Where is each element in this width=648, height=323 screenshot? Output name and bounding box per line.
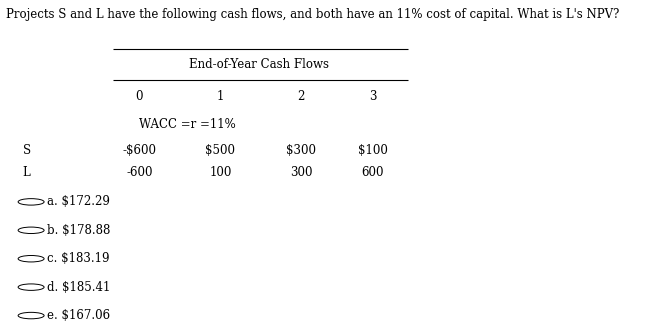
Text: e. $167.06: e. $167.06 [47, 309, 110, 322]
Text: $100: $100 [358, 144, 388, 157]
Text: 0: 0 [135, 90, 143, 103]
Text: a. $172.29: a. $172.29 [47, 195, 110, 208]
Text: 100: 100 [209, 166, 231, 179]
Text: c. $183.19: c. $183.19 [47, 252, 110, 265]
Text: L: L [23, 166, 30, 179]
Text: 600: 600 [362, 166, 384, 179]
Text: 3: 3 [369, 90, 376, 103]
Text: -$600: -$600 [122, 144, 156, 157]
Text: 2: 2 [297, 90, 305, 103]
Text: Projects S and L have the following cash flows, and both have an 11% cost of cap: Projects S and L have the following cash… [6, 8, 620, 21]
Text: WACC =r =11%: WACC =r =11% [139, 118, 236, 131]
Text: d. $185.41: d. $185.41 [47, 281, 111, 294]
Text: -600: -600 [126, 166, 152, 179]
Text: 300: 300 [290, 166, 312, 179]
Text: b. $178.88: b. $178.88 [47, 224, 111, 237]
Text: 1: 1 [216, 90, 224, 103]
Text: $300: $300 [286, 144, 316, 157]
Text: $500: $500 [205, 144, 235, 157]
Text: End-of-Year Cash Flows: End-of-Year Cash Flows [189, 58, 329, 71]
Text: S: S [23, 144, 31, 157]
